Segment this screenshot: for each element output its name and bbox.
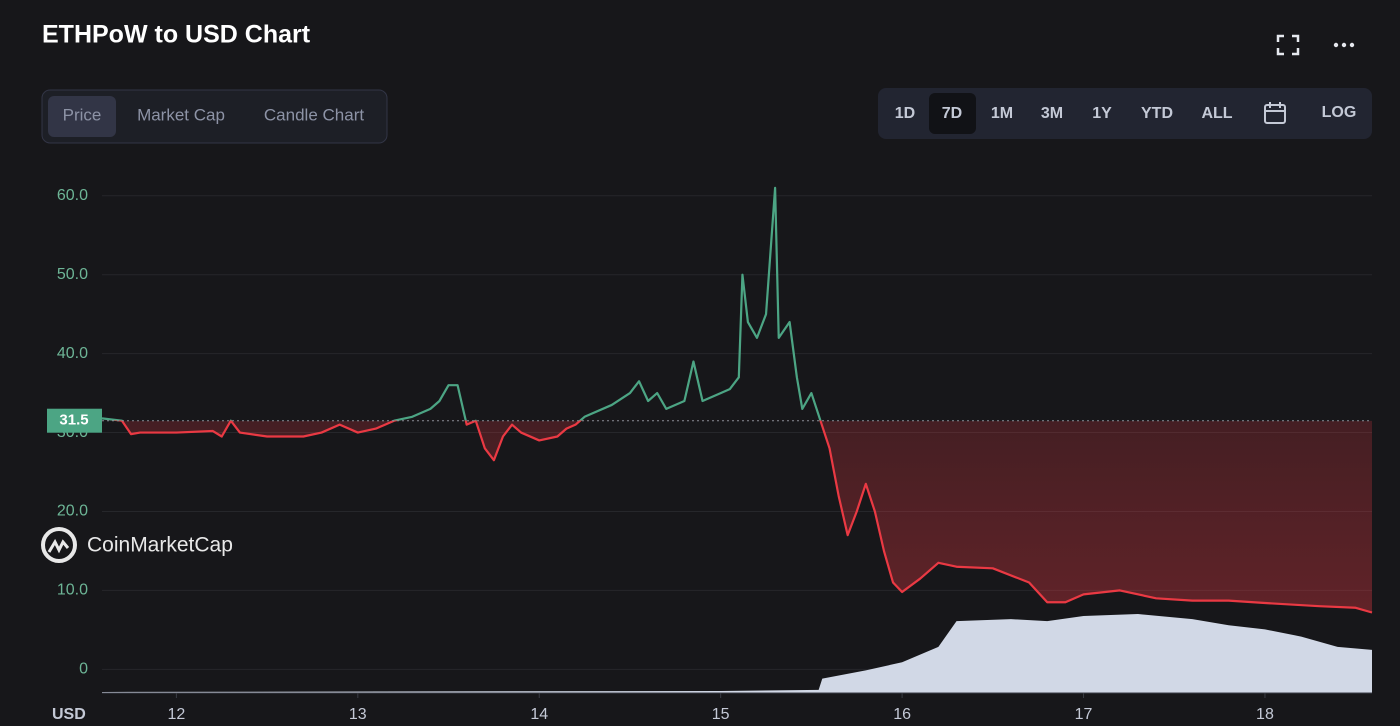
x-tick-label: 17 bbox=[1075, 706, 1093, 723]
tab-selected bbox=[48, 96, 116, 137]
baseline-badge bbox=[47, 408, 102, 433]
log-toggle[interactable]: LOG bbox=[1322, 104, 1357, 121]
range[interactable]: YTD bbox=[1141, 105, 1173, 122]
y-tick-label: 60.0 bbox=[57, 187, 88, 204]
x-axis-label: USD bbox=[52, 706, 86, 723]
y-tick-label: 0 bbox=[79, 661, 88, 678]
plot: 010.020.030.040.050.060.031.512131415161… bbox=[47, 186, 1373, 723]
tab-group bbox=[41, 89, 388, 144]
x-tick-label: 15 bbox=[712, 706, 730, 723]
range[interactable]: 1D bbox=[895, 105, 915, 122]
x-tick-label: 14 bbox=[530, 706, 548, 723]
y-tick-label: 40.0 bbox=[57, 345, 88, 362]
title: ETHPoW to USD Chart bbox=[42, 21, 311, 49]
fullscreen-icon[interactable] bbox=[1276, 34, 1300, 56]
below-area bbox=[121, 420, 1372, 613]
x-tick-label: 12 bbox=[167, 706, 185, 723]
y-tick-label: 20.0 bbox=[57, 503, 88, 520]
x-tick-label: 16 bbox=[893, 706, 911, 723]
y-tick-label: 10.0 bbox=[57, 582, 88, 599]
calendar-icon[interactable] bbox=[1264, 102, 1286, 124]
range[interactable]: 7D bbox=[942, 105, 962, 122]
tab[interactable]: Market Cap bbox=[137, 105, 225, 124]
watermark: CoinMarketCap bbox=[41, 527, 233, 563]
x-tick-label: 13 bbox=[349, 706, 367, 723]
range-group bbox=[878, 88, 1372, 139]
volume-area bbox=[102, 613, 1372, 693]
more-icon[interactable] bbox=[1333, 42, 1355, 48]
x-tick-label: 18 bbox=[1256, 706, 1274, 723]
baseline-label: 31.5 bbox=[59, 412, 88, 429]
range[interactable]: 1M bbox=[991, 105, 1013, 122]
range[interactable]: 3M bbox=[1041, 105, 1063, 122]
range[interactable]: 1Y bbox=[1092, 105, 1112, 122]
price-line bbox=[101, 186, 1373, 614]
range-selected bbox=[929, 93, 976, 134]
tab[interactable]: Price bbox=[63, 105, 102, 124]
y-tick-label: 50.0 bbox=[57, 266, 88, 283]
tab[interactable]: Candle Chart bbox=[264, 105, 364, 124]
range[interactable]: ALL bbox=[1201, 105, 1232, 122]
watermark-text: CoinMarketCap bbox=[87, 534, 233, 557]
